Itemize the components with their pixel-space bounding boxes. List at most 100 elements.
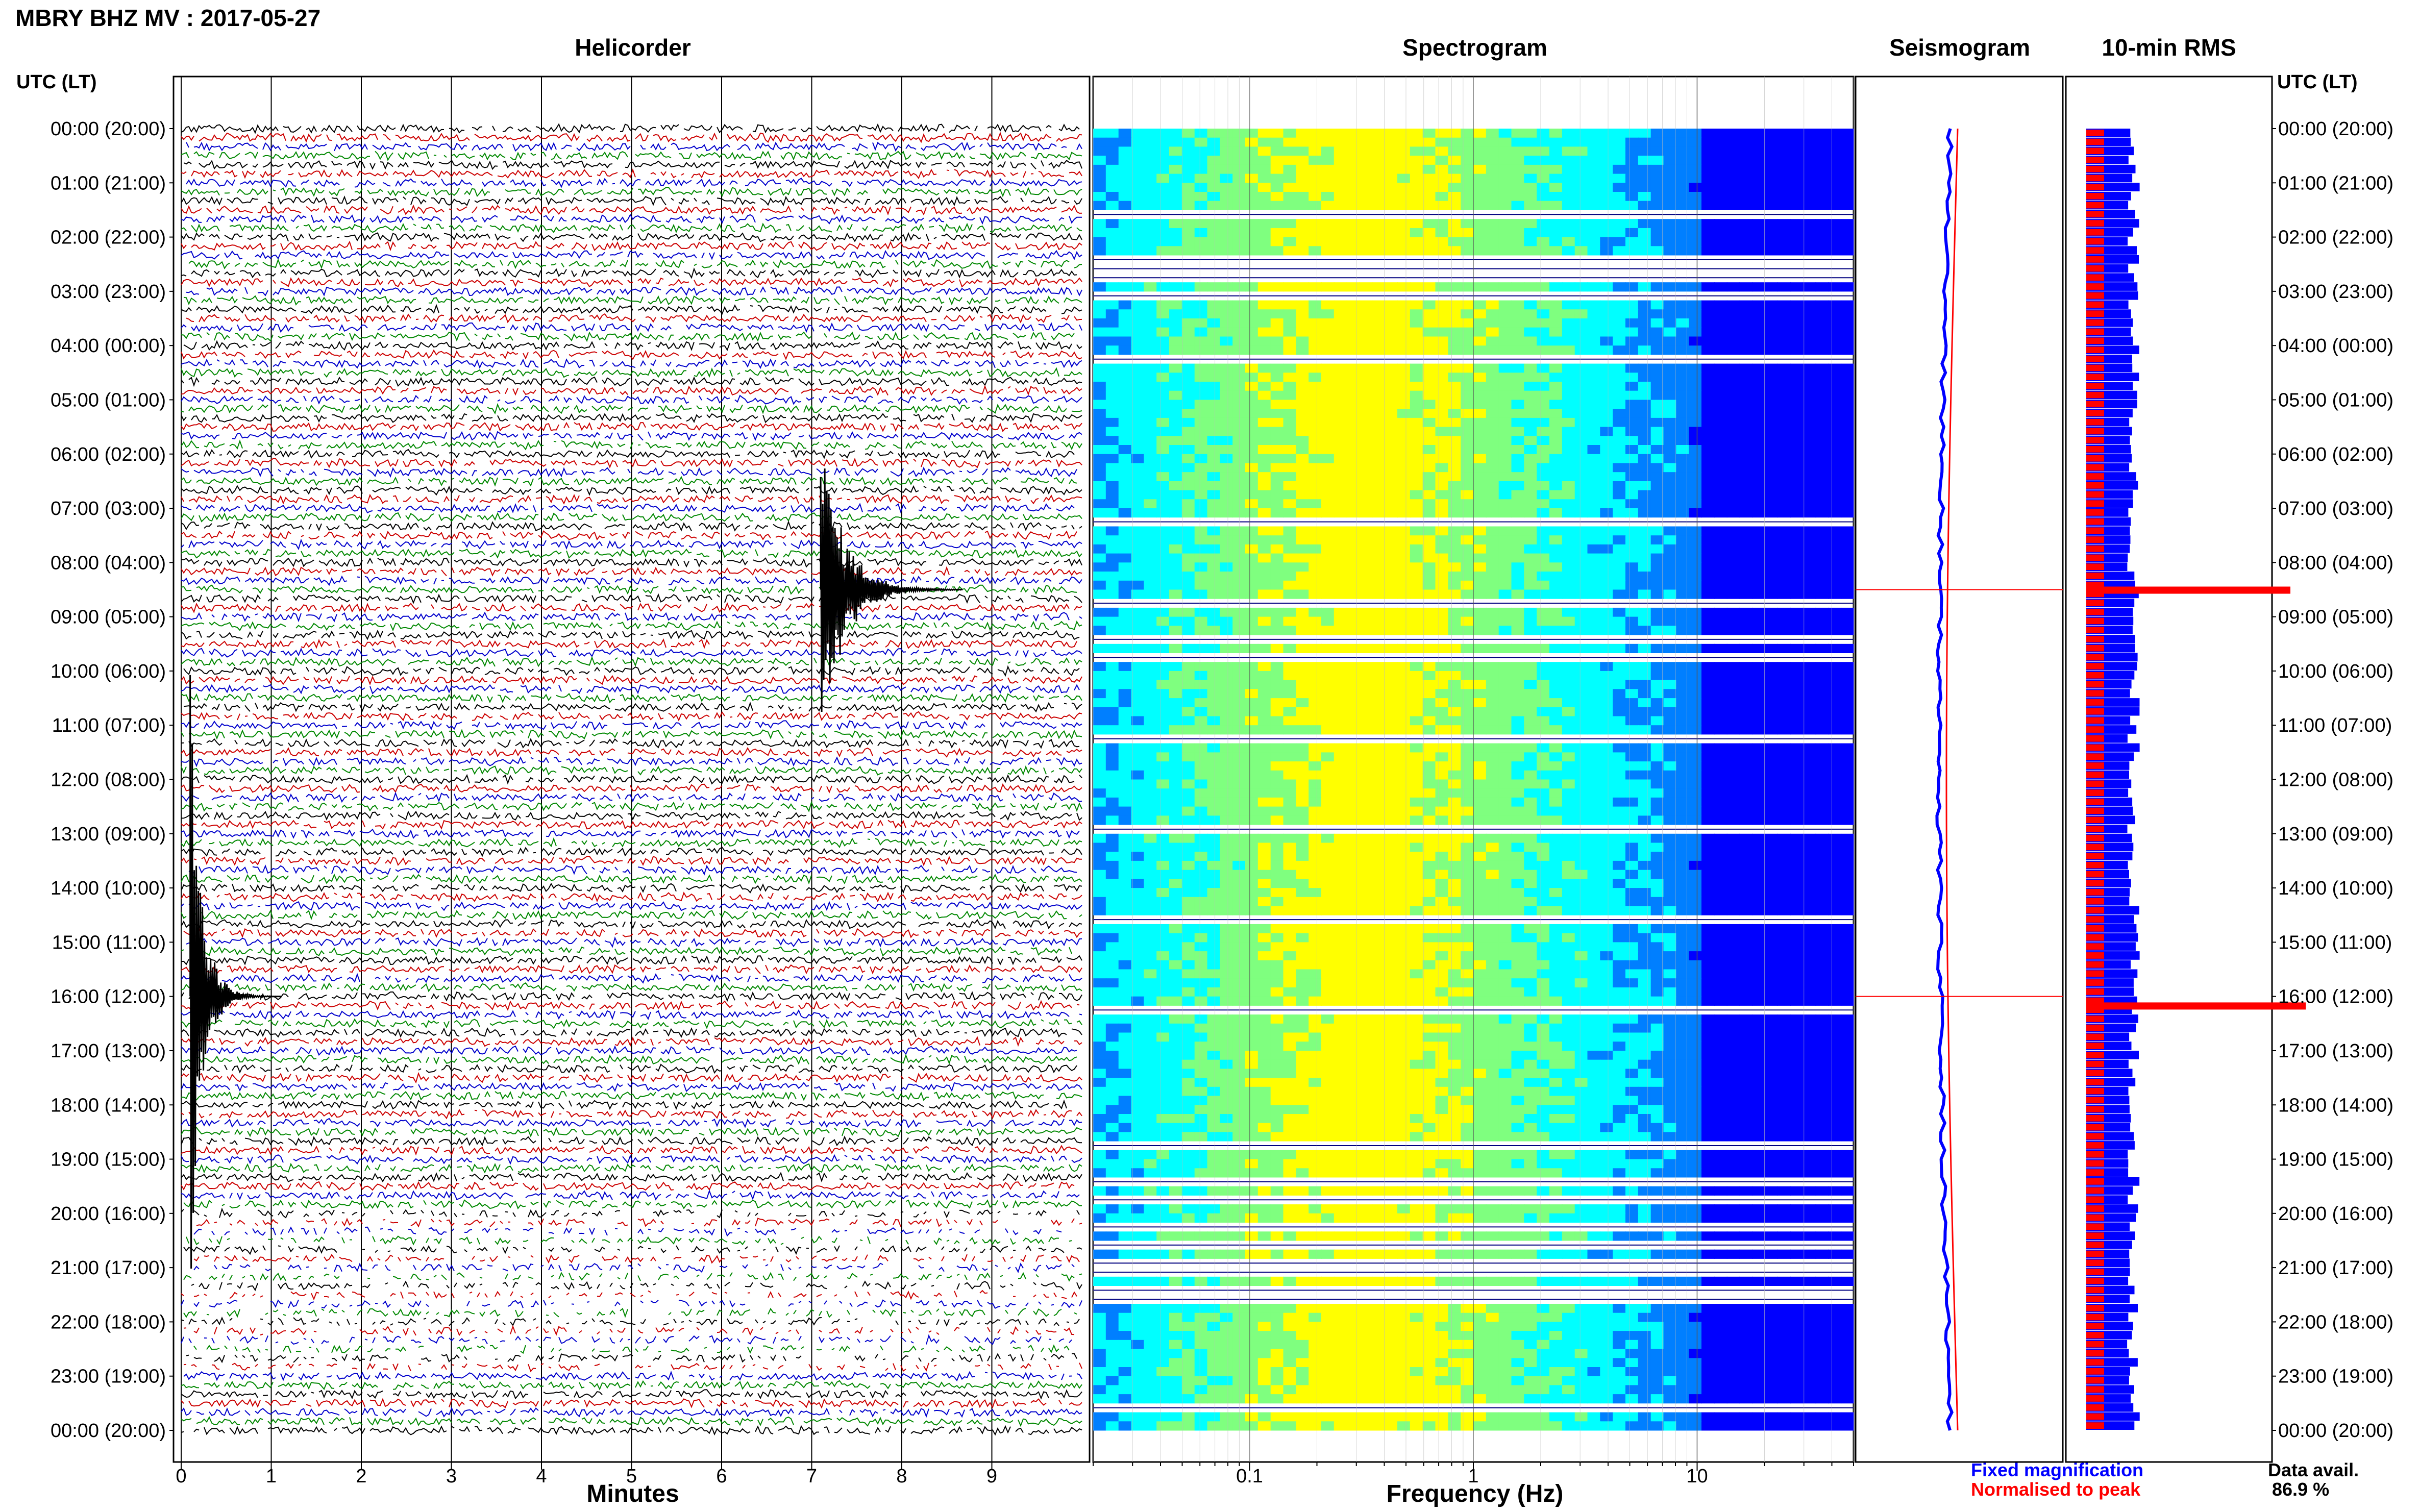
spectrogram-cell <box>1663 580 1677 590</box>
spectrogram-cell <box>1448 797 1462 807</box>
spectrogram-cell <box>1562 544 1575 554</box>
spectrogram-cell <box>1385 770 1398 780</box>
spectrogram-cell <box>1714 662 1727 672</box>
spectrogram-cell <box>1397 427 1411 436</box>
trace-line <box>181 1082 1082 1093</box>
spectrogram-cell <box>1726 572 1740 581</box>
spectrogram-cell <box>1359 797 1373 807</box>
spectrogram-cell <box>1765 472 1778 482</box>
spectrogram-cell <box>1385 137 1398 147</box>
spectrogram-cell <box>1701 526 1715 536</box>
spectrogram-cell <box>1765 662 1778 672</box>
spectrogram-cell <box>1270 246 1284 256</box>
spectrogram-cell <box>1600 960 1614 970</box>
spectrogram-cell <box>1194 788 1208 798</box>
spectrogram-cell <box>1207 770 1221 780</box>
spectrogram-cell <box>1498 463 1512 473</box>
spectrogram-cell <box>1359 156 1373 165</box>
spectrogram-cell <box>1309 490 1322 500</box>
spectrogram-cell <box>1169 842 1182 852</box>
spectrogram-cell <box>1283 544 1297 554</box>
spectrogram-cell <box>1739 870 1753 879</box>
spectrogram-cell <box>1765 201 1778 210</box>
spectrogram-cell <box>1537 951 1550 961</box>
spectrogram-cell <box>1778 662 1791 672</box>
spectrogram-cell <box>1524 427 1538 436</box>
spectrogram-cell <box>1131 526 1145 536</box>
spectrogram-cell <box>1549 164 1563 175</box>
spectrogram-cell <box>1562 192 1575 202</box>
spectrogram-cell <box>1448 309 1462 319</box>
spectrogram-cell <box>1511 481 1525 491</box>
spectrogram-cell <box>1105 454 1119 463</box>
spectrogram-cell <box>1245 860 1258 871</box>
spectrogram-cell <box>1625 318 1639 328</box>
spectrogram-cell <box>1841 879 1854 888</box>
spectrogram-cell <box>1346 752 1360 762</box>
spectrogram-cell <box>1435 228 1449 238</box>
spectrogram-cell <box>1283 445 1297 455</box>
spectrogram-cell <box>1257 454 1271 463</box>
spectrogram-cell <box>1765 309 1778 319</box>
spectrogram-cell <box>1790 463 1804 473</box>
spectrogram-cell <box>1790 382 1804 391</box>
spectrogram-cell <box>1841 607 1854 617</box>
spectrogram-cell <box>1473 164 1487 175</box>
spectrogram-cell <box>1511 363 1525 373</box>
spectrogram-cell <box>1726 156 1740 165</box>
spectrogram-cell <box>1397 237 1411 246</box>
spectrogram-cell <box>1321 797 1335 807</box>
spectrogram-cell <box>1511 942 1525 952</box>
spectrogram-cell <box>1385 960 1398 970</box>
spectrogram-cell <box>1309 363 1322 373</box>
spectrogram-cell <box>1131 309 1145 319</box>
spectrogram-cell <box>1105 336 1119 346</box>
spectrogram-cell <box>1537 535 1550 545</box>
spectrogram-cell <box>1207 689 1221 699</box>
spectrogram-cell <box>1309 318 1322 328</box>
spectrogram-cell <box>1638 616 1651 626</box>
spectrogram-cell <box>1257 689 1271 699</box>
spectrogram-cell <box>1726 309 1740 319</box>
spectrogram-cell <box>1574 888 1588 898</box>
spectrogram-cell <box>1435 924 1449 934</box>
spectrogram-cell <box>1587 897 1601 906</box>
spectrogram-cell <box>1739 246 1753 256</box>
spectrogram-cell <box>1562 156 1575 165</box>
spectrogram-cell <box>1410 409 1423 418</box>
spectrogram-cell <box>1841 743 1854 753</box>
spectrogram-cell <box>1765 445 1778 455</box>
spectrogram-cell <box>1283 345 1297 355</box>
spectrogram-cell <box>1815 580 1829 590</box>
spectrogram-cell <box>1461 833 1474 843</box>
spectrogram-cell <box>1385 942 1398 952</box>
spectrogram-cell <box>1245 716 1258 726</box>
spectrogram-cell <box>1334 951 1347 961</box>
spectrogram-cell <box>1524 472 1538 482</box>
spectrogram-cell <box>1448 860 1462 871</box>
spectrogram-cell <box>1309 707 1322 716</box>
spectrogram-cell <box>1144 607 1157 617</box>
spectrogram-cell <box>1689 770 1702 780</box>
spectrogram-cell <box>1181 852 1195 861</box>
spectrogram-cell <box>1118 815 1132 825</box>
spectrogram-cell <box>1549 553 1563 563</box>
spectrogram-cell <box>1296 508 1310 518</box>
spectrogram-cell <box>1296 137 1310 147</box>
spectrogram-cell <box>1385 752 1398 762</box>
spectrogram-cell <box>1701 797 1715 807</box>
spectrogram-cell <box>1524 173 1538 183</box>
spectrogram-cell <box>1676 490 1690 500</box>
spectrogram-cell <box>1587 309 1601 319</box>
spectrogram-cell <box>1334 363 1347 373</box>
spectrogram-cell <box>1765 436 1778 445</box>
spectrogram-cell <box>1372 300 1386 310</box>
spectrogram-cell <box>1220 544 1233 554</box>
spectrogram-cell <box>1701 164 1715 175</box>
spectrogram-cell <box>1714 499 1727 509</box>
spectrogram-cell <box>1778 228 1791 238</box>
spectrogram-cell <box>1435 779 1449 789</box>
spectrogram-cell <box>1397 888 1411 898</box>
spectrogram-cell <box>1321 888 1335 898</box>
spectrogram-cell <box>1359 228 1373 238</box>
